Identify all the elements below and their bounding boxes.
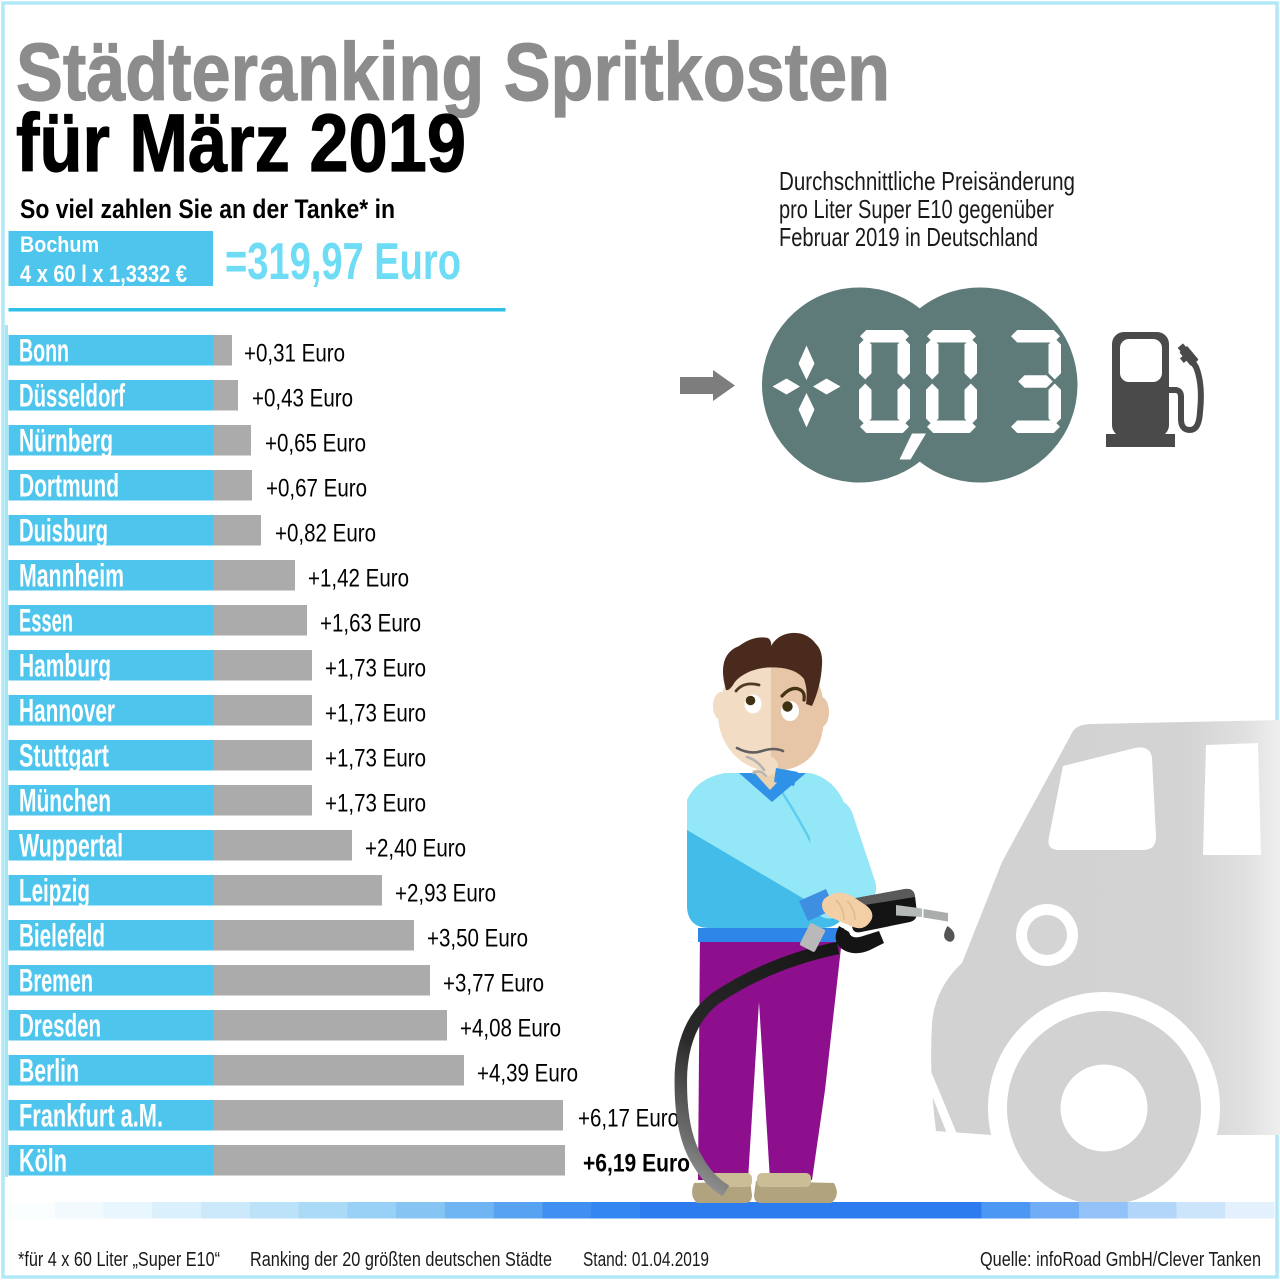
svg-text:+0,43 Euro: +0,43 Euro [252,385,353,413]
svg-text:Bochum: Bochum [20,232,99,257]
svg-text:Quelle: infoRoad GmbH/Clever T: Quelle: infoRoad GmbH/Clever Tanken [980,1249,1261,1271]
svg-text:Bielefeld: Bielefeld [19,918,105,954]
svg-text:=319,97 Euro: =319,97 Euro [225,233,461,291]
svg-text:Köln: Köln [19,1143,67,1179]
svg-text:Stand: 01.04.2019: Stand: 01.04.2019 [583,1249,709,1271]
svg-text:+2,40 Euro: +2,40 Euro [365,835,466,863]
svg-text:Durchschnittliche Preisänderun: Durchschnittliche Preisänderung [779,166,1075,196]
svg-text:Frankfurt a.M.: Frankfurt a.M. [19,1098,163,1134]
svg-text:Berlin: Berlin [19,1053,79,1089]
svg-text:Essen: Essen [19,603,73,639]
svg-text:pro Liter Super E10 gegenüber: pro Liter Super E10 gegenüber [779,194,1054,224]
svg-text:Leipzig: Leipzig [19,873,90,909]
svg-text:+0,65 Euro: +0,65 Euro [265,430,366,458]
svg-text:Bremen: Bremen [19,963,93,999]
svg-text:+1,73 Euro: +1,73 Euro [325,655,426,683]
svg-text:+4,39 Euro: +4,39 Euro [477,1060,578,1088]
svg-text:+3,77 Euro: +3,77 Euro [443,970,544,998]
svg-text:Hamburg: Hamburg [19,648,111,684]
svg-text:+3,50 Euro: +3,50 Euro [427,925,528,953]
svg-text:4 x 60 l x 1,3332 €: 4 x 60 l x 1,3332 € [20,261,187,288]
svg-text:+6,19 Euro: +6,19 Euro [583,1150,690,1178]
svg-text:So viel zahlen Sie an der Tank: So viel zahlen Sie an der Tanke* in [20,194,395,224]
svg-text:*für 4 x 60 Liter „Super E10“: *für 4 x 60 Liter „Super E10“ [18,1249,220,1271]
svg-text:Mannheim: Mannheim [19,558,124,594]
svg-text:+1,73 Euro: +1,73 Euro [325,700,426,728]
svg-text:Wuppertal: Wuppertal [19,828,123,864]
svg-text:+1,73 Euro: +1,73 Euro [325,790,426,818]
svg-text:+2,93 Euro: +2,93 Euro [395,880,496,908]
svg-text:Ranking der 20 größten deutsch: Ranking der 20 größten deutschen Städte [250,1249,552,1271]
svg-text:+0,31 Euro: +0,31 Euro [244,340,345,368]
svg-text:+1,73 Euro: +1,73 Euro [325,745,426,773]
svg-text:Duisburg: Duisburg [19,513,108,549]
svg-text:Düsseldorf: Düsseldorf [19,378,125,414]
svg-text:Städteranking Spritkosten: Städteranking Spritkosten [16,27,890,118]
svg-text:+0,82 Euro: +0,82 Euro [275,520,376,548]
svg-text:Dresden: Dresden [19,1008,101,1044]
svg-text:+6,17 Euro: +6,17 Euro [578,1105,679,1133]
svg-text:Nürnberg: Nürnberg [19,423,113,459]
svg-text:Bonn: Bonn [19,333,69,369]
svg-text:Februar 2019 in Deutschland: Februar 2019 in Deutschland [779,222,1038,252]
svg-text:für März 2019: für März 2019 [16,98,466,189]
svg-text:Hannover: Hannover [19,693,115,729]
svg-text:+1,42 Euro: +1,42 Euro [308,565,409,593]
svg-text:+1,63 Euro: +1,63 Euro [320,610,421,638]
svg-text:Stuttgart: Stuttgart [19,738,109,774]
svg-text:+0,67 Euro: +0,67 Euro [266,475,367,503]
svg-text:+4,08 Euro: +4,08 Euro [460,1015,561,1043]
svg-text:München: München [19,783,111,819]
svg-text:Dortmund: Dortmund [19,468,119,504]
